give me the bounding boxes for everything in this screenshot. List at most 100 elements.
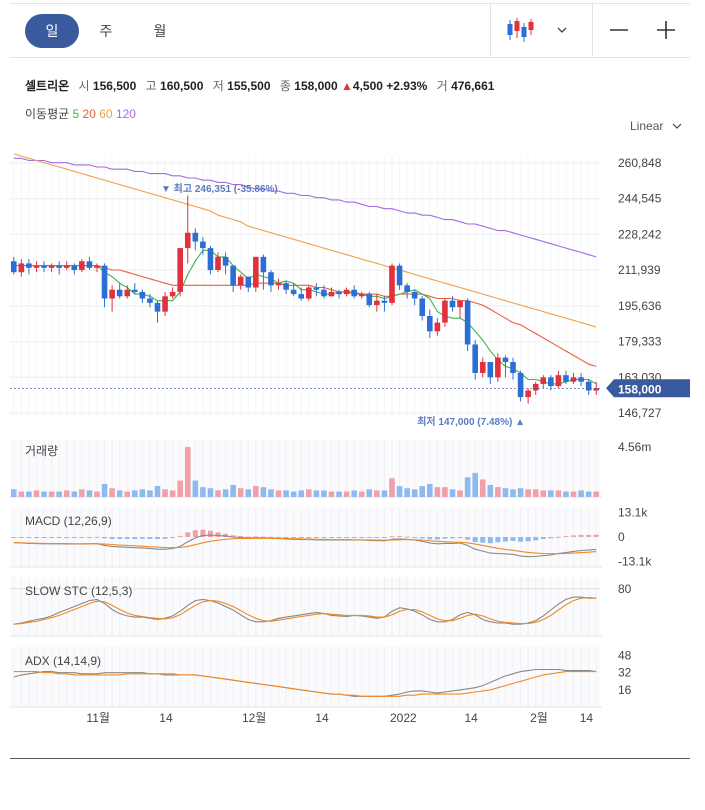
macd-histogram-bar <box>336 537 342 538</box>
price-axis-tick: 211,939 <box>618 263 661 277</box>
volume-bar <box>313 490 320 497</box>
macd-histogram-bar <box>298 537 304 538</box>
volume-bar <box>283 490 289 497</box>
volume-bar <box>570 491 577 497</box>
minus-icon <box>610 29 628 31</box>
volume-bar <box>147 490 153 497</box>
macd-histogram-bar <box>457 537 463 538</box>
candle <box>200 241 206 249</box>
macd-histogram-bar <box>283 537 289 538</box>
candle <box>593 388 600 391</box>
candle <box>321 289 327 297</box>
scale-mode-label: Linear <box>630 119 664 133</box>
candle <box>305 287 312 299</box>
macd-histogram-bar <box>56 537 62 538</box>
scale-mode-dropdown[interactable]: Linear <box>630 119 683 133</box>
volume-bar <box>343 491 350 497</box>
candle <box>487 362 494 378</box>
candle <box>245 276 252 288</box>
volume-bar <box>200 487 206 497</box>
volume-bar <box>139 489 146 497</box>
volume-bar <box>510 489 516 497</box>
candle <box>578 377 584 382</box>
candle <box>268 272 274 286</box>
macd-histogram-bar <box>328 537 334 538</box>
chevron-down-icon <box>672 123 682 129</box>
chart-type-dropdown[interactable] <box>556 4 568 56</box>
candle <box>56 265 62 268</box>
macd-histogram-bar <box>434 537 440 540</box>
volume-bar <box>479 479 486 497</box>
macd-histogram-bar <box>540 537 546 540</box>
volume-bar <box>124 491 131 497</box>
macd-axis-tick: -13.1k <box>618 555 652 569</box>
macd-histogram-bar <box>480 537 486 543</box>
candle <box>253 256 259 288</box>
x-axis-tick: 2월 <box>530 711 548 725</box>
high-annotation: ▼ 최고 246,351 (-35.86%) <box>161 182 278 195</box>
adx-signal-line <box>13 671 597 697</box>
quote-summary: 셀트리온 시 156,500 고 160,500 저 155,500 종 158… <box>25 77 494 94</box>
volume-bar <box>298 490 305 497</box>
ma-120-label: 120 <box>115 107 136 121</box>
macd-histogram-bar <box>571 535 577 537</box>
volume-bar <box>86 490 93 497</box>
tab-daily[interactable]: 일 <box>25 14 79 48</box>
macd-histogram-bar <box>124 537 130 539</box>
macd-histogram-bar <box>502 537 508 542</box>
volume-bar <box>411 489 418 497</box>
macd-histogram-bar <box>366 537 372 538</box>
macd-histogram-bar <box>230 535 236 537</box>
candle <box>101 265 108 299</box>
candle <box>94 265 100 268</box>
volume-bar <box>585 491 592 497</box>
candle <box>585 381 592 391</box>
volume-bar <box>305 489 312 497</box>
volume-bar <box>464 477 471 497</box>
stock-chart[interactable]: 260,848 244,545 228,242 211,939 195,636 179,3… <box>0 0 705 760</box>
chart-type-button[interactable] <box>505 4 535 56</box>
x-axis-tick: 2022 <box>390 711 417 725</box>
macd-histogram-bar <box>170 537 176 538</box>
low-annotation: 최저 147,000 (7.48%) ▲ <box>417 415 525 428</box>
adx-axis-tick: 48 <box>618 649 632 663</box>
volume-bar <box>487 484 494 497</box>
stock-name: 셀트리온 <box>25 79 70 93</box>
candle <box>457 300 463 308</box>
macd-histogram-bar <box>397 536 403 538</box>
volume-bar <box>207 488 214 497</box>
macd-histogram-bar <box>49 537 55 538</box>
candle <box>411 291 418 299</box>
candle <box>71 265 78 271</box>
volume-bar <box>94 491 100 497</box>
macd-histogram-bar <box>351 537 357 538</box>
candle <box>563 375 569 382</box>
macd-histogram-bar <box>155 537 160 540</box>
volume-bar <box>404 488 410 497</box>
tab-weekly[interactable]: 주 <box>99 23 113 39</box>
chart-frame <box>10 3 690 759</box>
candle <box>139 291 146 299</box>
moving-average-legend: 이동평균 5 20 60 120 <box>25 105 136 122</box>
toolbar-divider <box>490 4 491 56</box>
tab-monthly[interactable]: 월 <box>153 23 167 39</box>
volume-bar <box>427 483 433 497</box>
adx-axis-tick: 32 <box>618 666 632 680</box>
macd-histogram-bar <box>525 537 531 542</box>
macd-histogram-bar <box>291 537 297 538</box>
volume-bar <box>457 490 463 497</box>
candle <box>495 357 501 378</box>
zoom-in-button[interactable] <box>655 4 677 56</box>
candle <box>63 265 70 268</box>
volume-bar <box>71 491 78 497</box>
candle <box>313 287 320 290</box>
candle <box>434 322 441 332</box>
volume-bar <box>328 491 335 497</box>
macd-histogram-bar <box>412 537 418 538</box>
zoom-out-button[interactable] <box>608 4 630 56</box>
macd-histogram-bar <box>593 534 599 537</box>
macd-histogram-bar <box>578 534 584 537</box>
adx-title: ADX (14,14,9) <box>25 654 101 668</box>
candle <box>472 344 478 373</box>
high-value: 160,500 <box>160 79 204 93</box>
